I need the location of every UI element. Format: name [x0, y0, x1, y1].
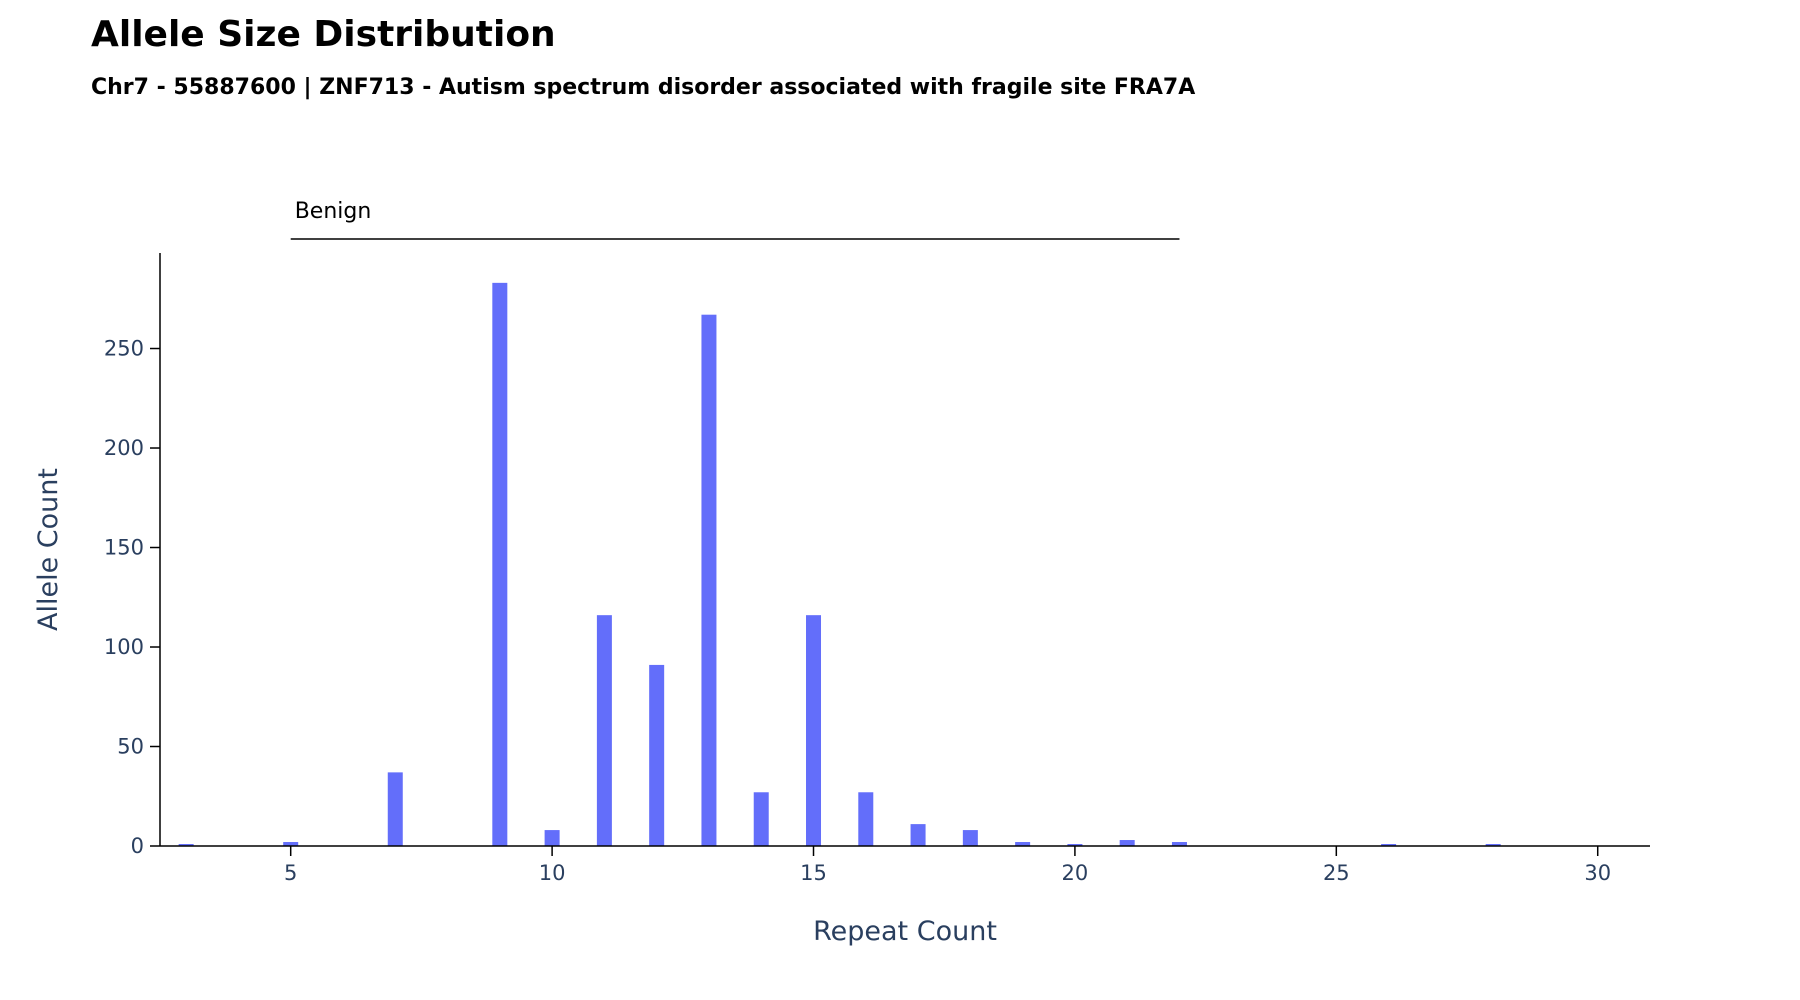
y-axis-title: Allele Count	[33, 468, 64, 631]
y-tick-label: 50	[117, 735, 144, 759]
x-axis-title: Repeat Count	[813, 916, 997, 947]
x-axis-ticks: 5 10 15 20 25 30	[284, 846, 1611, 885]
bar-repeat-22	[1171, 842, 1187, 846]
bar-repeat-19	[1015, 842, 1031, 846]
bars-layer	[178, 282, 1501, 847]
bar-repeat-7	[387, 772, 403, 846]
x-tick-label: 20	[1062, 861, 1089, 885]
x-tick-label: 25	[1323, 861, 1350, 885]
range-label-benign: Benign	[295, 199, 372, 224]
y-tick-label: 200	[104, 436, 144, 460]
chart-title: Allele Size Distribution	[91, 14, 556, 55]
bar-repeat-3	[178, 844, 194, 846]
bar-repeat-26	[1381, 844, 1397, 846]
bar-repeat-13	[701, 314, 717, 846]
bar-repeat-5	[283, 842, 299, 846]
bar-repeat-12	[649, 664, 665, 846]
x-tick-label: 30	[1584, 861, 1611, 885]
y-tick-label: 250	[104, 337, 144, 361]
bar-repeat-21	[1119, 840, 1135, 846]
y-axis-ticks: 0 50 100 150 200 250	[104, 337, 160, 858]
bar-repeat-28	[1485, 844, 1501, 846]
x-tick-label: 5	[284, 861, 297, 885]
bar-repeat-18	[962, 830, 978, 846]
annotation-layer: Benign	[290, 199, 1180, 240]
chart-subtitle: Chr7 - 55887600 | ZNF713 - Autism spectr…	[91, 75, 1196, 100]
y-tick-label: 150	[104, 536, 144, 560]
bar-repeat-10	[544, 830, 560, 846]
bar-repeat-11	[596, 615, 612, 846]
bar-repeat-20	[1067, 844, 1083, 846]
bar-repeat-15	[806, 615, 822, 846]
x-tick-label: 10	[539, 861, 566, 885]
bar-repeat-14	[753, 792, 769, 846]
y-tick-label: 100	[104, 635, 144, 659]
x-tick-label: 15	[800, 861, 827, 885]
y-tick-label: 0	[131, 834, 144, 858]
bar-repeat-16	[858, 792, 874, 846]
axes-layer	[159, 253, 1650, 847]
bar-repeat-17	[910, 824, 926, 846]
bar-repeat-9	[492, 282, 508, 847]
